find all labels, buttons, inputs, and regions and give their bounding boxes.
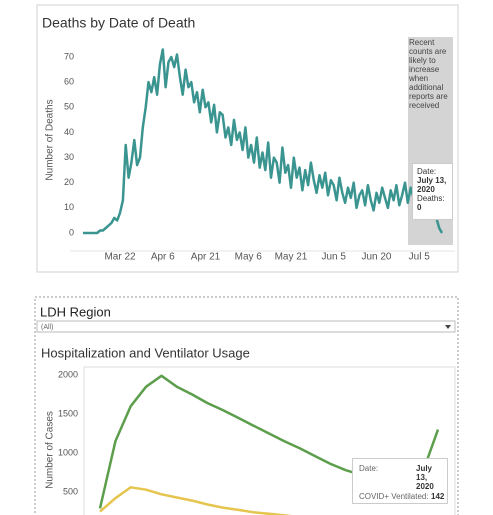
chart-title: Deaths by Date of Death [42, 15, 195, 31]
x-tick-label: May 6 [235, 252, 263, 263]
chart-title: Hospitalization and Ventilator Usage [41, 345, 250, 360]
y-tick-label: 1500 [58, 408, 78, 418]
plot [83, 48, 444, 235]
tooltip-date: July 13, 2020 [416, 464, 434, 491]
tooltip-date: July 13, 2020 [417, 176, 447, 194]
x-tick-label: Apr 21 [191, 252, 221, 263]
dropdown-value: (All) [41, 324, 53, 331]
y-axis-label: Number of Cases [45, 411, 56, 489]
tooltip-label: COVID+ Ventilated: [359, 492, 429, 501]
y-tick-label: 0 [69, 227, 74, 237]
y-axis-label: Number of Deaths [45, 99, 56, 180]
y-tick-label: 40 [64, 127, 74, 137]
tooltip-label: Deaths: [417, 194, 445, 203]
x-tick-label: Jun 5 [321, 252, 346, 263]
y-tick-label: 500 [63, 486, 78, 496]
x-tick-label: May 21 [275, 252, 308, 263]
plot-frame [83, 366, 456, 515]
filter-label: LDH Region [40, 304, 111, 319]
y-tick-label: 1000 [58, 447, 78, 457]
x-tick-label: Mar 22 [104, 252, 136, 263]
dropdown-arrow [445, 325, 451, 329]
y-tick-label: 20 [64, 177, 74, 187]
data-line [99, 486, 293, 515]
y-tick-label: 50 [64, 102, 74, 112]
tooltip-value: 0 [417, 203, 422, 212]
y-tick-label: 30 [64, 152, 74, 162]
y-tick-label: 10 [64, 202, 74, 212]
tooltip-label: Date: [417, 167, 437, 176]
tooltip-label: Date: [359, 464, 379, 473]
tooltip-value: 142 [431, 492, 445, 501]
tooltip: Date: July 13, 2020 COVID+ Ventilated: 1… [352, 458, 448, 504]
x-tick-label: Apr 6 [151, 252, 175, 263]
x-tick-label: Jun 20 [361, 252, 391, 263]
y-tick-label: 2000 [58, 369, 78, 379]
data-line [83, 48, 444, 235]
x-tick-label: Jul 5 [409, 252, 431, 263]
annotation: Recent counts are likely to increase whe… [409, 38, 448, 110]
y-tick-label: 60 [64, 77, 74, 87]
y-tick-label: 70 [64, 51, 74, 61]
dropdown[interactable] [36, 320, 456, 333]
tooltip: Date: July 13, 2020 Deaths: 0 [412, 163, 453, 220]
